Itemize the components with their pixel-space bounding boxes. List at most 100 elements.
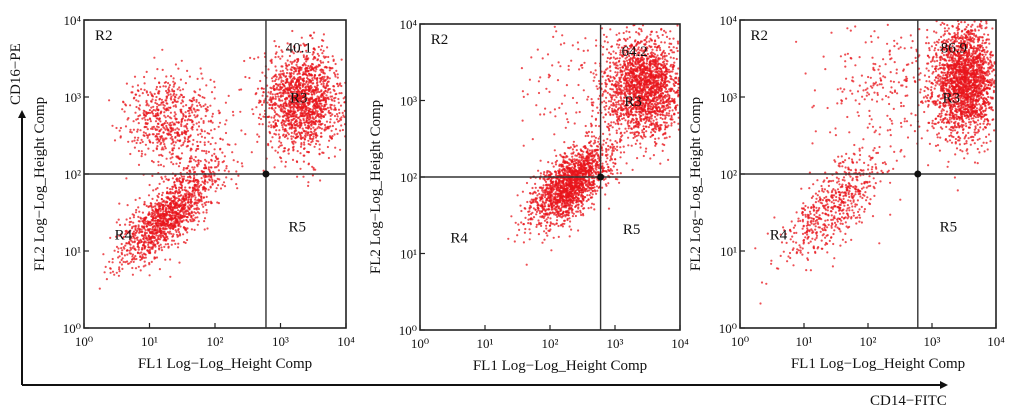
event-dot-1354 [669,87,672,90]
event-dot-1649 [153,56,156,59]
event-dot-824 [253,57,256,60]
event-dot-303 [304,132,307,135]
event-dot-1747 [186,144,189,147]
event-dot-1992 [160,98,163,101]
event-dot-1362 [655,103,658,106]
event-dot-3097 [194,196,197,199]
event-dot-1837 [224,131,228,135]
event-dot-790 [603,40,606,43]
event-dot-1953 [184,137,187,140]
event-dot-879 [268,121,271,124]
event-dot-1788 [176,127,179,130]
event-dot-1015 [623,82,626,85]
event-dot-1723 [146,128,149,131]
event-dot-3325 [145,222,148,225]
event-dot-1763 [213,86,216,89]
event-dot-3253 [163,216,166,219]
event-dot-440 [331,55,334,58]
event-dot-1926 [168,151,171,154]
event-dot-2933 [136,251,139,255]
event-dot-1103 [305,85,308,88]
gate-handle[interactable] [262,170,270,178]
event-dot-955 [608,124,611,127]
event-dot-2046 [132,120,135,123]
event-dot-3476 [162,204,165,207]
event-dot-1751 [189,134,192,137]
event-dot-1438 [313,99,316,102]
event-dot-21 [610,104,613,107]
event-dot-132 [318,148,321,151]
event-dot-3484 [183,199,186,202]
event-dot-2087 [170,98,173,101]
event-dot-2117 [157,109,160,112]
event-dot-3236 [153,219,156,222]
event-dot-2019 [154,128,157,131]
event-dot-149 [275,88,278,91]
event-dot-3433 [184,194,187,198]
event-dot-1093 [296,122,299,125]
event-dot-40 [302,55,305,59]
event-dot-2026 [150,159,154,163]
event-dot-1305 [269,97,272,100]
event-dot-2863 [140,256,144,259]
event-dot-3459 [144,216,147,219]
region-label-r5: R5 [288,219,306,235]
event-dot-2307 [227,170,230,173]
event-dot-1657 [172,77,175,80]
event-dot-1265 [329,106,332,109]
event-dot-1687 [161,101,164,104]
event-dot-2064 [172,94,175,97]
event-dot-1340 [304,123,307,126]
event-dot-1343 [342,97,345,100]
event-dot-3379 [182,211,185,214]
event-dot-2076 [236,160,239,163]
event-dot-2408 [214,190,217,193]
event-dot-2986 [186,231,189,234]
event-dot-3479 [180,186,183,189]
event-dot-3045 [155,240,159,243]
event-dot-1598 [111,124,114,127]
event-dot-1367 [289,106,292,110]
event-dot-1879 [204,103,207,106]
event-dot-1341 [314,121,317,124]
event-dot-40 [630,144,633,147]
event-dot-900 [290,131,293,134]
event-dot-2082 [191,103,194,106]
event-dot-1200 [327,96,330,99]
event-dot-1464 [669,77,672,80]
event-dot-3226 [164,232,167,235]
event-dot-293 [285,71,289,75]
event-dot-2612 [125,218,128,221]
event-dot-1888 [149,141,152,144]
y-tick-label: 10¹ [64,244,81,259]
event-dot-3306 [159,233,162,237]
event-dot-3460 [123,254,126,257]
event-dot-1207 [613,110,617,113]
event-dot-3058 [117,256,120,259]
event-dot-3215 [153,257,156,260]
event-dot-1333 [625,72,628,75]
event-dot-3196 [164,258,167,261]
event-dot-750 [305,74,308,77]
event-dot-1302 [617,86,620,89]
event-dot-535 [311,174,314,177]
event-dot-3011 [151,226,154,229]
event-dot-3194 [134,231,137,235]
event-dot-475 [293,132,296,135]
event-dot-2094 [161,123,164,126]
event-dot-1868 [119,136,122,139]
event-dot-3456 [141,226,144,229]
event-dot-497 [671,68,675,71]
event-dot-1157 [667,124,670,127]
event-dot-1277 [607,111,610,114]
event-dot-680 [282,150,285,153]
event-dot-1994 [150,106,153,109]
event-dot-1776 [164,85,167,88]
event-dot-2571 [203,217,207,220]
event-dot-1335 [618,119,621,122]
event-dot-874 [628,79,631,82]
event-dot-1957 [156,105,159,108]
event-dot-1057 [324,107,327,110]
event-dot-2350 [228,143,231,146]
event-dot-371 [614,94,617,97]
